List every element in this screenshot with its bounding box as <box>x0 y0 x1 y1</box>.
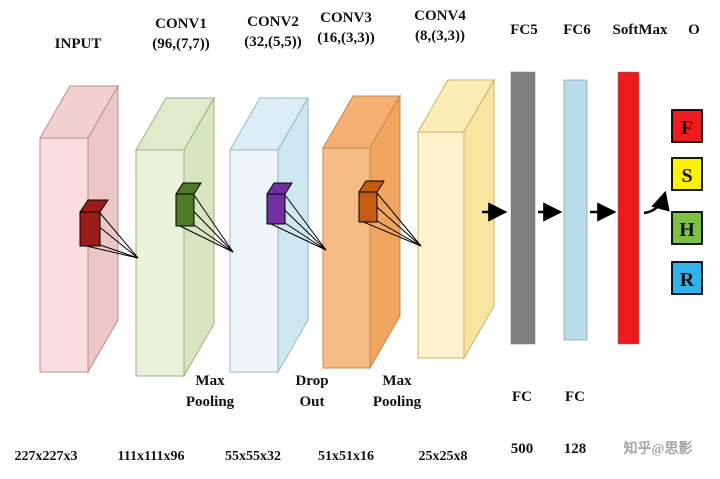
watermark: 知乎@思影 <box>623 440 692 457</box>
input-label: INPUT <box>55 36 102 52</box>
conv4-params: (8,(3,3)) <box>415 28 465 44</box>
conv3-front-face <box>322 147 371 369</box>
conv1-front-face <box>135 149 185 377</box>
output-box-h <box>671 211 703 245</box>
output-class-h: H <box>671 211 703 245</box>
softmax-label: SoftMax <box>613 22 668 38</box>
conv2-front-face <box>229 149 279 373</box>
output-column-label: O <box>688 22 700 38</box>
maxpool1-label-line2: Pooling <box>186 394 235 410</box>
output-class-r: R <box>671 261 703 295</box>
input-front-face <box>39 137 89 373</box>
softmax-bar <box>617 71 640 345</box>
fc5-label: FC5 <box>510 22 538 38</box>
fc6-label: FC6 <box>563 22 591 38</box>
input-conv1-receptive-fan <box>81 212 139 259</box>
conv2-params: (32,(5,5)) <box>244 34 301 50</box>
softmax-to-output-arrow <box>643 190 670 215</box>
conv4-front-face <box>417 131 465 359</box>
conv3-layer-block <box>322 94 401 370</box>
conv3-size-label: 51x51x16 <box>318 449 374 464</box>
input-kernel-front-face <box>79 211 101 247</box>
conv1-label: CONV1 <box>155 16 207 32</box>
conv1-kernel <box>175 182 202 227</box>
output-box-s <box>671 157 703 191</box>
fc5-type-label: FC <box>512 389 532 405</box>
conv2-layer-block <box>229 96 309 374</box>
maxpool2-label-line1: Max <box>382 373 412 389</box>
conv3-label: CONV3 <box>320 10 372 26</box>
output-class-f: F <box>671 109 703 143</box>
fc6-units-label: 128 <box>564 441 587 457</box>
conv4-size-label: 25x25x8 <box>419 449 468 464</box>
conv1-kernel-front-face <box>175 193 195 227</box>
conv2-kernel-front-face <box>266 193 286 225</box>
conv1-size-label: 111x111x96 <box>118 449 185 464</box>
maxpool1-label-line1: Max <box>195 373 225 389</box>
output-box-f <box>671 109 703 143</box>
conv1-layer-block <box>135 96 215 378</box>
output-letter-s: S <box>681 165 692 187</box>
output-box-r <box>671 261 703 295</box>
output-class-s: S <box>671 157 703 191</box>
output-letter-f: F <box>681 117 693 139</box>
conv3-params: (16,(3,3)) <box>317 30 374 46</box>
input-size-label: 227x227x3 <box>15 449 78 464</box>
dropout-label-line1: Drop <box>295 373 328 389</box>
output-letter-r: R <box>680 269 695 291</box>
conv3-kernel <box>358 180 385 223</box>
dropout-label-line2: Out <box>299 394 324 410</box>
conv2-size-label: 55x55x32 <box>225 449 281 464</box>
input-layer-block <box>39 84 119 374</box>
conv4-label: CONV4 <box>414 8 466 24</box>
conv2-kernel <box>266 182 293 225</box>
fc6-bar <box>563 79 588 341</box>
conv4-layer-block <box>417 78 495 360</box>
fc5-bar <box>510 71 536 345</box>
conv3-kernel-front-face <box>358 191 378 223</box>
fc5-units-label: 500 <box>511 441 534 457</box>
fc6-type-label: FC <box>565 389 585 405</box>
conv2-label: CONV2 <box>247 14 299 30</box>
output-letter-h: H <box>679 219 695 241</box>
input-kernel <box>79 199 109 247</box>
maxpool2-label-line2: Pooling <box>373 394 422 410</box>
conv1-params: (96,(7,7)) <box>152 36 209 52</box>
